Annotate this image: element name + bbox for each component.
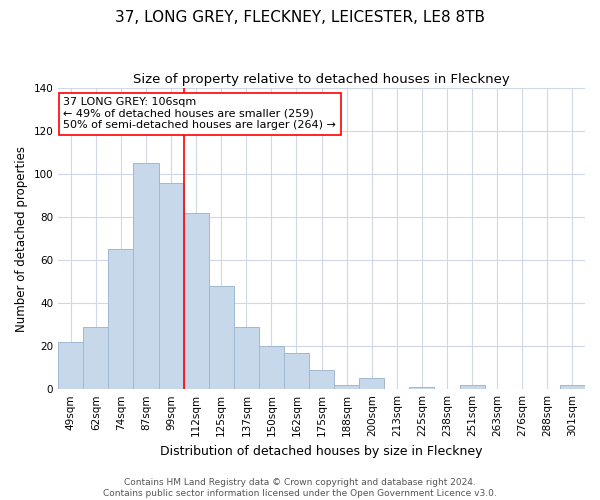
Bar — [309, 370, 334, 389]
Bar — [359, 378, 385, 389]
Bar — [158, 182, 184, 389]
Bar — [58, 342, 83, 389]
X-axis label: Distribution of detached houses by size in Fleckney: Distribution of detached houses by size … — [160, 444, 483, 458]
Bar — [409, 387, 434, 389]
Bar — [234, 327, 259, 389]
Bar — [334, 385, 359, 389]
Bar — [560, 385, 585, 389]
Y-axis label: Number of detached properties: Number of detached properties — [15, 146, 28, 332]
Bar — [83, 327, 109, 389]
Bar — [259, 346, 284, 389]
Bar — [284, 352, 309, 389]
Bar — [184, 213, 209, 389]
Text: 37, LONG GREY, FLECKNEY, LEICESTER, LE8 8TB: 37, LONG GREY, FLECKNEY, LEICESTER, LE8 … — [115, 10, 485, 25]
Title: Size of property relative to detached houses in Fleckney: Size of property relative to detached ho… — [133, 72, 510, 86]
Bar — [209, 286, 234, 389]
Text: Contains HM Land Registry data © Crown copyright and database right 2024.
Contai: Contains HM Land Registry data © Crown c… — [103, 478, 497, 498]
Text: 37 LONG GREY: 106sqm
← 49% of detached houses are smaller (259)
50% of semi-deta: 37 LONG GREY: 106sqm ← 49% of detached h… — [64, 97, 337, 130]
Bar — [109, 250, 133, 389]
Bar — [460, 385, 485, 389]
Bar — [133, 164, 158, 389]
